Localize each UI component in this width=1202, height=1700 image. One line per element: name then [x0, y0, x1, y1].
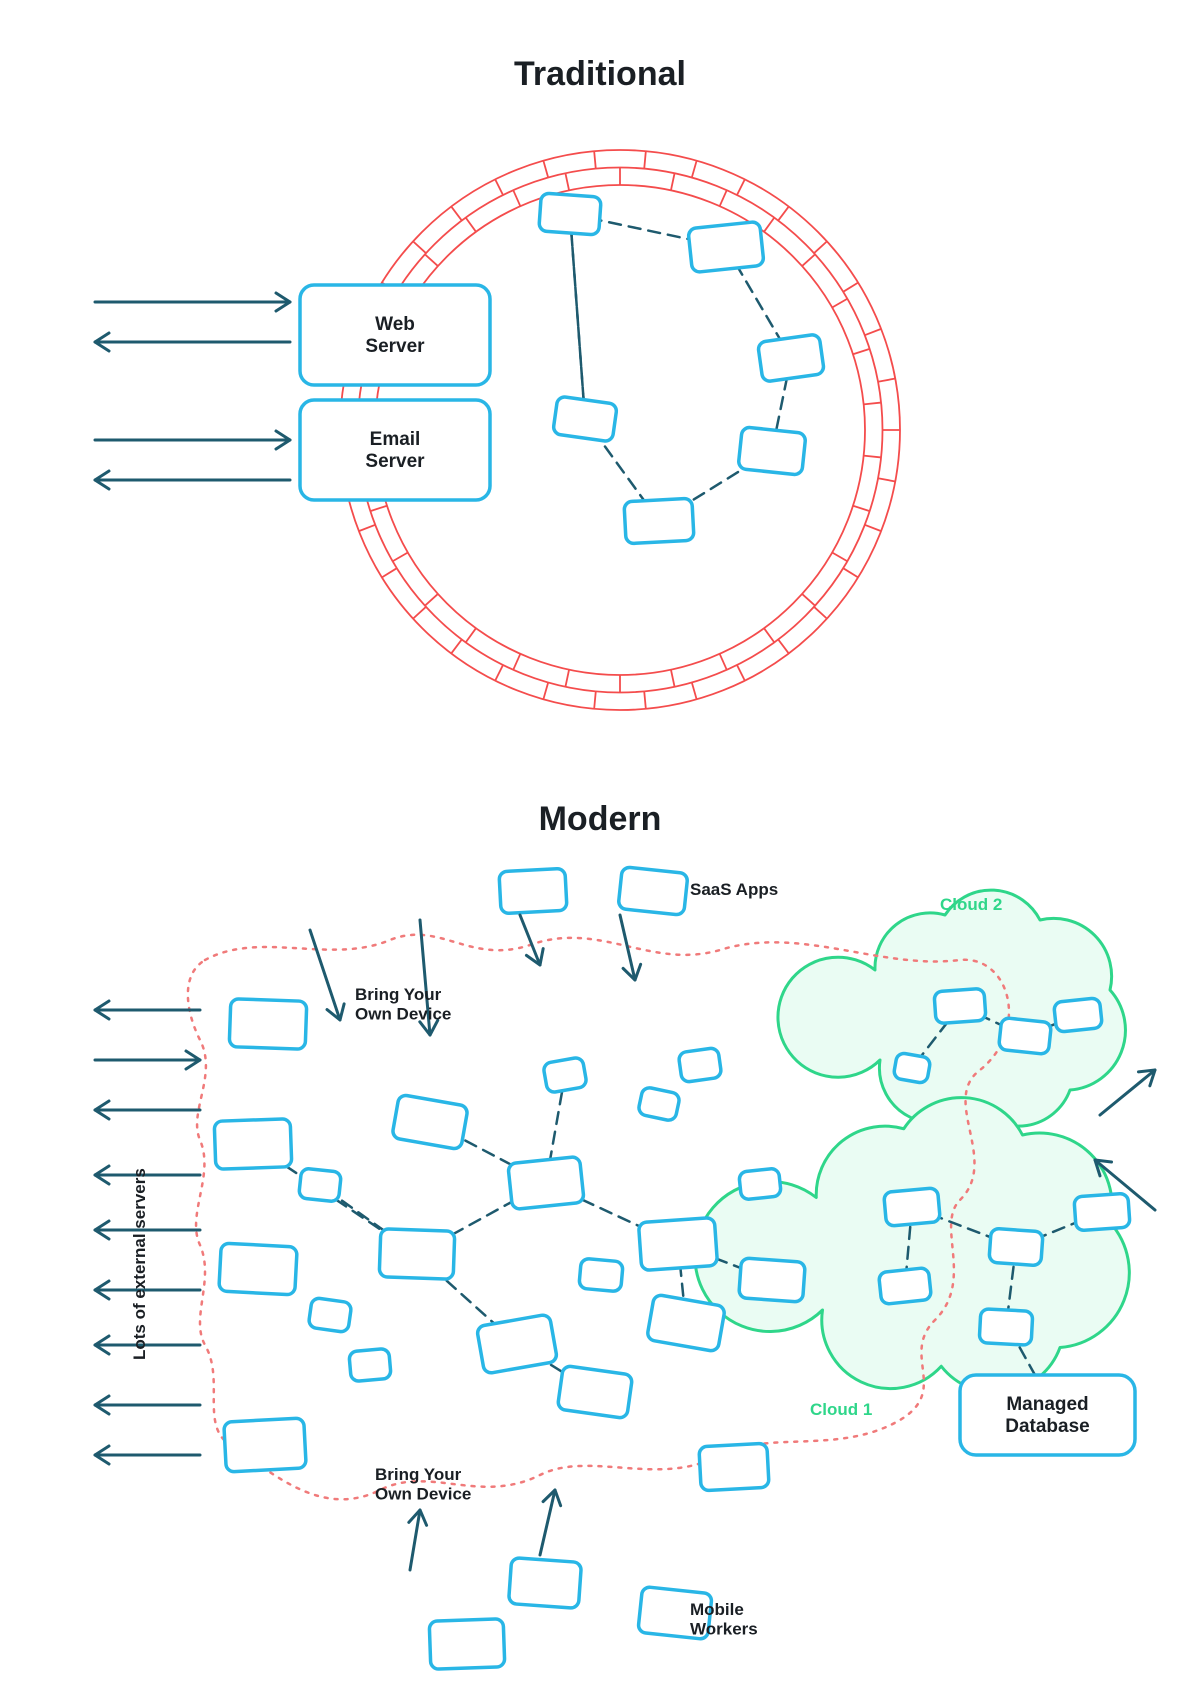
traditional-title: Traditional [514, 55, 686, 93]
diagram-label: Own Device [375, 1485, 471, 1504]
server-label: Email [370, 429, 421, 450]
cloud-cloud1 [695, 1098, 1129, 1393]
node-box [934, 988, 986, 1023]
diagram-label: Bring Your [355, 985, 442, 1004]
node-box [299, 1168, 342, 1202]
svg-text:Lots of external servers: Lots of external servers [130, 1168, 149, 1360]
node-box [508, 1558, 581, 1609]
node-box [758, 334, 825, 382]
node-box [219, 1243, 297, 1295]
node-box [553, 396, 618, 442]
diagram-label: Workers [690, 1620, 758, 1639]
node-box [543, 1057, 588, 1093]
node-box [638, 1086, 681, 1121]
server-label: Web [375, 314, 415, 335]
node-box [229, 999, 307, 1050]
modern-title: Modern [539, 800, 662, 838]
node-box [392, 1094, 469, 1149]
node-box [539, 193, 602, 235]
node-box [739, 1168, 782, 1200]
managed-db-label: Database [1005, 1416, 1090, 1437]
server-label: Server [365, 451, 425, 472]
diagram-canvas: TraditionalWebServerEmailServerModernMan… [0, 0, 1202, 1700]
server-label: Server [365, 336, 425, 357]
diagram-label: SaaS Apps [690, 880, 778, 899]
vertical-label: Lots of external servers [130, 1168, 149, 1360]
node-box [499, 868, 567, 913]
diagram-label: Cloud 1 [810, 1400, 872, 1419]
node-box [739, 1258, 806, 1302]
diagram-label: Mobile [690, 1600, 744, 1619]
node-box [429, 1619, 505, 1670]
node-box [557, 1365, 632, 1418]
managed-db-label: Managed [1006, 1394, 1088, 1415]
node-box [476, 1314, 557, 1374]
server-web: WebServer [300, 285, 490, 385]
node-box [508, 1156, 584, 1209]
node-box [638, 1217, 717, 1270]
node-box [688, 221, 764, 272]
node-box [738, 427, 806, 475]
arrow-line [310, 930, 340, 1020]
arrow-line [1100, 1070, 1155, 1115]
node-box [979, 1309, 1033, 1346]
node-box [624, 498, 694, 544]
node-box [224, 1418, 307, 1472]
server-email: EmailServer [300, 400, 490, 500]
diagram-label: Cloud 2 [940, 895, 1002, 914]
node-box [214, 1119, 292, 1170]
node-box [647, 1294, 726, 1352]
managed-database: ManagedDatabase [960, 1375, 1135, 1455]
node-box [308, 1297, 352, 1332]
node-box [349, 1348, 391, 1381]
arrow-line [540, 1490, 555, 1555]
node-box [1074, 1193, 1130, 1231]
node-box [998, 1017, 1051, 1054]
node-box [379, 1229, 455, 1280]
diagram-label: Bring Your [375, 1465, 462, 1484]
node-box [678, 1047, 722, 1082]
node-box [618, 867, 688, 916]
node-box [579, 1258, 623, 1292]
arrow-line [620, 915, 635, 980]
node-box [1054, 998, 1103, 1033]
diagram-label: Own Device [355, 1005, 451, 1024]
node-box [989, 1228, 1043, 1266]
node-box [884, 1188, 941, 1227]
node-box [699, 1443, 769, 1490]
node-box [893, 1052, 931, 1084]
node-box [878, 1267, 931, 1304]
